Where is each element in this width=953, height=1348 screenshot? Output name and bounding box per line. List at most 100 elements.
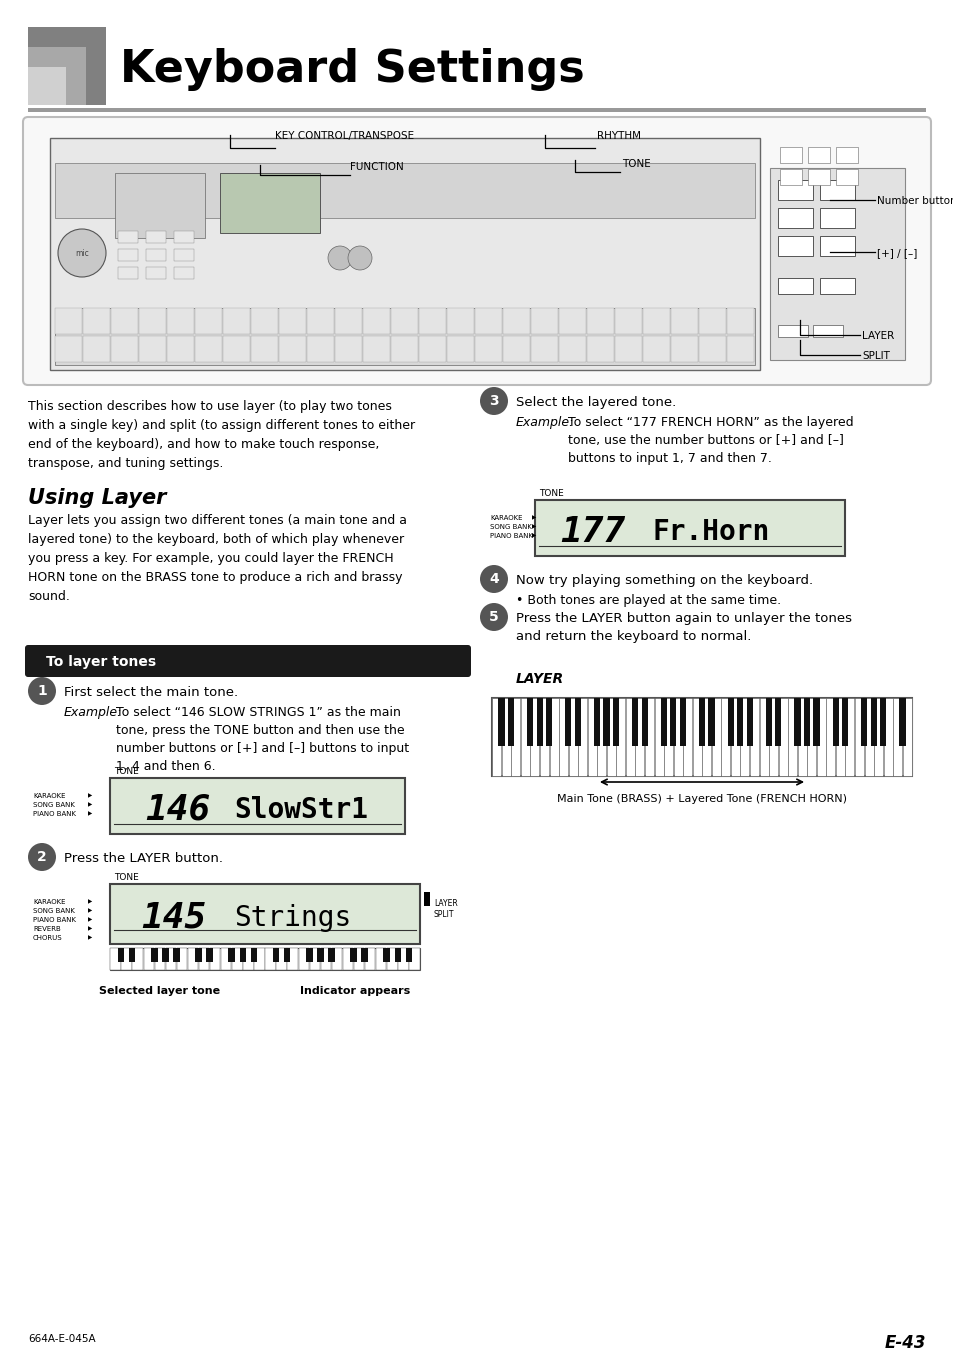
Bar [727,698,733,747]
Bar [251,948,257,961]
Text: This section describes how to use layer (to play two tones
with a single key) an: This section describes how to use layer … [28,400,415,470]
Bar [239,948,246,961]
Bar [276,948,287,971]
Bar [778,698,787,776]
Bar [110,778,405,834]
Bar [806,698,816,776]
Bar [320,948,331,971]
Bar [361,948,368,961]
Bar [692,698,701,776]
Bar [252,336,278,363]
Text: TONE: TONE [113,767,138,776]
Bar [447,307,474,334]
Bar [391,336,418,363]
Bar [797,698,806,776]
Bar [720,698,730,776]
Bar [363,307,390,334]
Bar [787,698,797,776]
Bar [778,325,807,337]
Bar [139,336,167,363]
Bar [316,948,323,961]
Text: Example:: Example: [516,417,574,429]
Bar [284,948,290,961]
Bar [139,307,167,334]
Text: ▶: ▶ [532,515,536,520]
Bar [423,892,430,906]
Bar [162,948,169,961]
Text: PIANO BANK: PIANO BANK [490,532,533,539]
Bar [603,698,609,747]
Bar [129,948,135,961]
Text: 4: 4 [489,572,498,586]
Bar [820,208,854,228]
Text: KARAOKE: KARAOKE [490,515,522,520]
Bar [778,208,812,228]
Bar [391,307,418,334]
Text: REVERB: REVERB [33,926,61,931]
Bar [812,325,842,337]
Bar [531,336,558,363]
Bar [173,267,193,279]
Bar [699,336,726,363]
Bar [507,698,514,747]
Bar [243,948,253,971]
Text: mic: mic [75,248,89,257]
Text: 664A-E-045A: 664A-E-045A [28,1335,95,1344]
Bar [195,307,222,334]
Bar [671,307,698,334]
Text: SONG BANK: SONG BANK [33,802,74,807]
Text: Example:: Example: [64,706,122,718]
Text: SPLIT: SPLIT [434,910,454,919]
Bar [497,698,504,747]
Bar [118,249,138,262]
Bar [146,249,166,262]
Text: TONE: TONE [621,159,650,168]
Bar [643,336,670,363]
Bar [803,698,809,747]
Bar [151,948,157,961]
Bar [132,948,143,971]
Bar [902,698,911,776]
Bar [511,698,519,776]
Bar [383,948,390,961]
Bar [335,307,362,334]
Bar [220,173,319,233]
Bar [252,307,278,334]
Bar [146,267,166,279]
Bar [188,948,198,971]
Circle shape [28,842,56,871]
Bar [111,948,121,971]
Bar [221,948,232,971]
Bar [575,698,580,747]
Bar [606,698,615,776]
Bar [740,698,749,776]
Text: 1: 1 [37,683,47,698]
Bar [737,698,742,747]
Text: Select the layered tone.: Select the layered tone. [516,396,676,408]
Bar [501,698,510,776]
Text: [+] / [–]: [+] / [–] [876,248,917,257]
Bar [882,698,892,776]
Text: • Both tones are played at the same time.: • Both tones are played at the same time… [516,594,781,607]
Bar [307,336,335,363]
Bar [475,307,502,334]
Circle shape [58,229,106,276]
Bar [816,698,825,776]
Bar [375,948,386,971]
Bar [110,948,419,971]
Bar [287,948,297,971]
Bar [899,698,904,747]
Bar [746,698,752,747]
Bar [780,168,801,185]
Bar [166,948,176,971]
Bar [892,698,902,776]
Text: Selected layer tone: Selected layer tone [99,985,220,996]
Bar [168,307,194,334]
Bar [778,236,812,256]
Text: ▶: ▶ [88,926,92,931]
Text: PIANO BANK: PIANO BANK [33,811,76,817]
Bar [635,698,644,776]
Circle shape [28,677,56,705]
Bar [880,698,885,747]
Bar [863,698,873,776]
